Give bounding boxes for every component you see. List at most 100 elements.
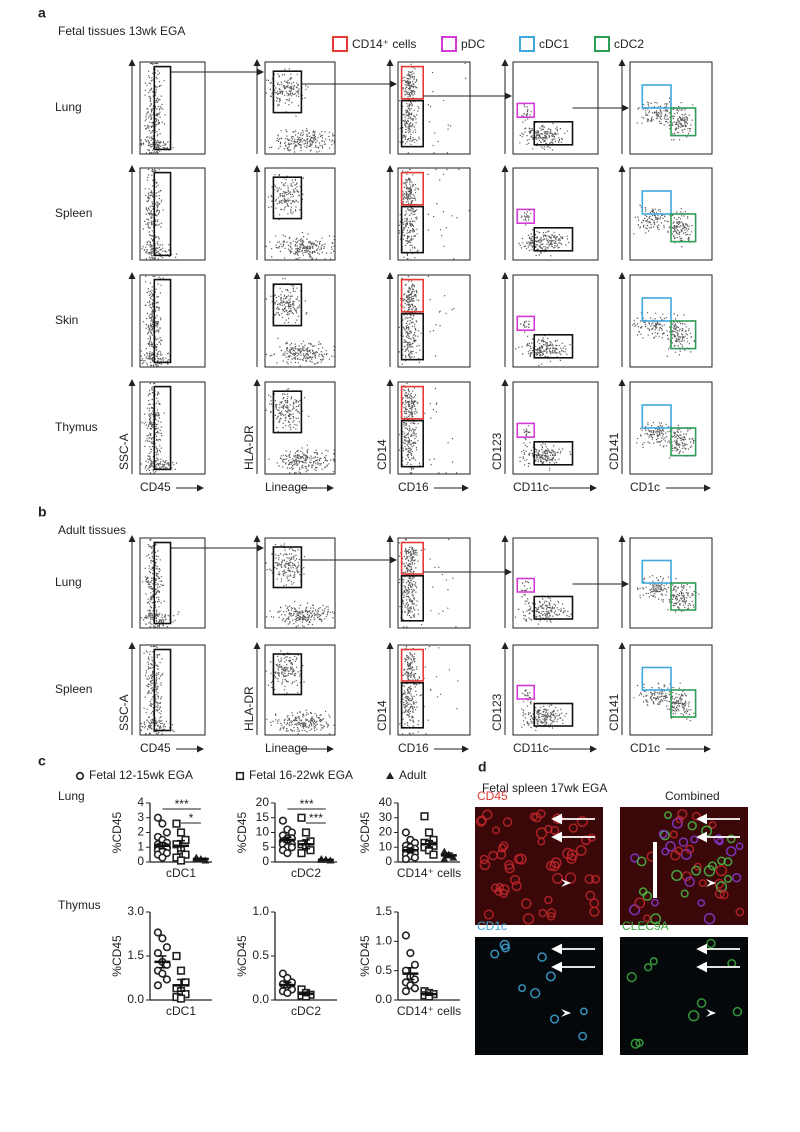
y-tick-label: 2	[137, 825, 144, 839]
cell	[698, 879, 707, 888]
x-axis-label: CD1c	[630, 480, 660, 494]
y-tick-label: 0.5	[375, 963, 392, 977]
cell	[589, 906, 600, 917]
x-axis-label: CD14⁺ cells	[397, 866, 461, 880]
y-tick-label: 0.0	[375, 992, 392, 1006]
data-point	[235, 771, 245, 781]
y-tick-label: 0	[385, 854, 392, 868]
y-axis-label: CD14	[375, 700, 389, 731]
arrowhead	[706, 879, 716, 887]
cell	[576, 815, 588, 827]
data-point	[153, 981, 162, 990]
y-axis-label: %CD45	[358, 935, 372, 977]
plot-frame	[139, 61, 206, 155]
cell	[581, 835, 591, 846]
cell-dots	[633, 204, 693, 248]
cell-dots	[265, 650, 335, 735]
y-tick-label: 3.0	[127, 904, 144, 918]
gate	[670, 689, 697, 718]
cell	[491, 826, 501, 835]
cell	[651, 898, 659, 907]
y-axis-label: %CD45	[110, 812, 124, 854]
plot-frame	[264, 61, 336, 155]
cell-dots	[521, 689, 567, 732]
error-bar	[158, 955, 167, 969]
cell-dots	[398, 62, 467, 154]
error-bar	[425, 839, 433, 849]
cell	[674, 846, 683, 855]
y-tick-label: 40	[379, 795, 393, 809]
data-point	[429, 850, 438, 859]
panel-label: d	[478, 759, 487, 775]
data-point	[162, 975, 171, 984]
cell	[546, 911, 556, 921]
cell	[680, 889, 689, 898]
cell	[477, 815, 487, 826]
y-axis-label: %CD45	[358, 812, 372, 854]
plot-frame	[512, 167, 599, 261]
cell	[475, 816, 487, 827]
legend-label: Adult	[399, 768, 427, 782]
cell	[629, 904, 641, 916]
row-label: Spleen	[55, 206, 92, 220]
arrowhead	[706, 1009, 716, 1017]
error-bar	[302, 991, 310, 997]
y-axis-label: CD14	[375, 439, 389, 470]
cell	[498, 884, 510, 896]
cell-dots	[140, 62, 174, 154]
data-point	[283, 849, 292, 858]
cell	[671, 817, 683, 829]
image-label: CLEC9A	[622, 919, 669, 933]
cell	[658, 829, 668, 839]
x-axis-label: Lineage	[265, 741, 308, 755]
plot-frame	[512, 274, 599, 368]
sig-label: ***	[309, 811, 323, 825]
cell	[490, 949, 500, 959]
error-bar	[406, 966, 415, 981]
gate	[272, 390, 303, 434]
data-point	[158, 853, 167, 862]
y-tick-label: 0	[262, 854, 269, 868]
cell	[545, 860, 556, 871]
data-point	[176, 856, 186, 865]
cell-dots	[398, 275, 455, 365]
legend-label: Fetal 12-15wk EGA	[89, 768, 193, 782]
cell-dots	[140, 538, 180, 628]
data-point	[449, 853, 458, 861]
gate	[400, 99, 425, 148]
gate	[272, 283, 303, 327]
cell	[536, 809, 546, 819]
plot-frame	[139, 644, 206, 736]
cell	[584, 874, 595, 885]
gate	[400, 419, 425, 468]
plot-frame	[264, 381, 336, 475]
y-axis-label: HLA-DR	[242, 686, 256, 731]
cell	[521, 898, 532, 909]
gate	[272, 176, 303, 220]
cell-dots	[519, 104, 569, 151]
gate	[533, 121, 574, 146]
error-bar	[406, 847, 415, 854]
plot-frame	[397, 167, 471, 261]
cell-dots	[636, 97, 696, 141]
y-tick-label: 5	[262, 839, 269, 853]
gate	[272, 70, 303, 114]
gate	[153, 278, 172, 364]
panel-label: a	[38, 5, 46, 21]
error-bar	[283, 981, 292, 989]
cell	[650, 913, 662, 925]
cell	[504, 863, 515, 874]
gate	[533, 227, 574, 252]
cell	[538, 908, 547, 918]
x-axis-label: cDC2	[291, 1004, 321, 1018]
panel-label: b	[38, 504, 47, 520]
cell	[499, 939, 510, 950]
cell	[708, 820, 717, 829]
data-point	[158, 969, 167, 978]
row-label: Thymus	[58, 898, 101, 912]
y-axis-label: CD123	[490, 432, 504, 470]
cell	[713, 834, 724, 845]
gate	[641, 297, 672, 322]
data-point	[424, 828, 434, 837]
gate	[670, 582, 697, 611]
